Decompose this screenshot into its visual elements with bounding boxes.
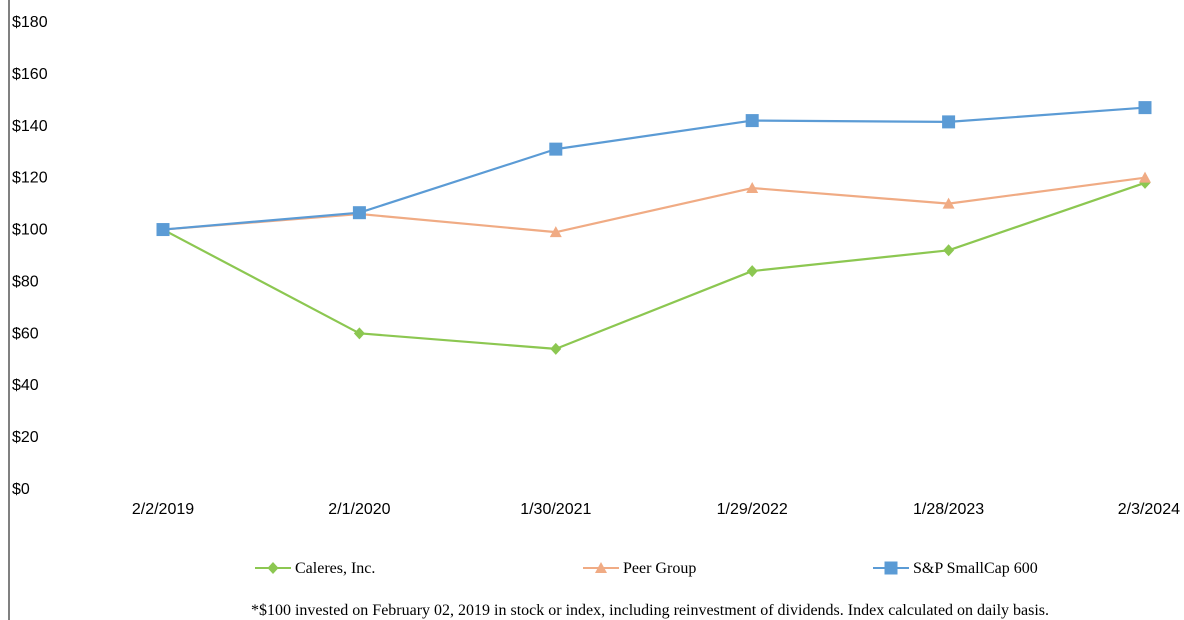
data-point-marker (352, 206, 366, 220)
y-tick-label: $40 (12, 377, 39, 394)
x-tick-label: 2/3/2024 (1118, 501, 1180, 518)
legend-label: Peer Group (623, 560, 696, 577)
legend-label: S&P SmallCap 600 (913, 560, 1038, 577)
data-point-marker (745, 114, 759, 128)
x-tick-label: 1/29/2022 (717, 501, 788, 518)
y-tick-label: $60 (12, 325, 39, 342)
data-point-marker (353, 327, 365, 340)
y-tick-label: $80 (12, 273, 39, 290)
x-tick-label: 1/28/2023 (913, 501, 984, 518)
data-point-marker (943, 244, 955, 257)
x-tick-label: 2/1/2020 (328, 501, 390, 518)
footnote: *$100 invested on February 02, 2019 in s… (251, 602, 1049, 619)
y-tick-label: $140 (12, 118, 48, 135)
legend-swatch-marker (595, 562, 607, 573)
legend-item: S&P SmallCap 600 (873, 560, 1038, 577)
legend-swatch-marker (884, 561, 898, 575)
series-line (162, 176, 1146, 234)
y-tick-label: $20 (12, 429, 39, 446)
y-tick-label: $120 (12, 170, 48, 187)
legend-item: Caleres, Inc. (255, 560, 375, 577)
y-tick-label: $180 (12, 14, 48, 31)
legend: Caleres, Inc. Peer Group S&P SmallCap 600 (255, 560, 1038, 577)
x-tick-label: 1/30/2021 (520, 501, 591, 518)
series-peer-group (157, 171, 1151, 238)
y-axis-ticks: $0 $20 $40 $60 $80 $100 $120 $140 $160 $180 (12, 14, 48, 498)
data-point-marker (156, 223, 170, 237)
y-tick-label: $100 (12, 222, 48, 239)
series-lines (156, 101, 1152, 355)
data-point-marker (550, 342, 562, 355)
x-axis-ticks: 2/2/2019 2/1/2020 1/30/2021 1/29/2022 1/28/2… (132, 501, 1180, 518)
legend-swatch-marker (267, 562, 279, 574)
data-point-marker (1139, 171, 1151, 183)
data-point-marker (942, 115, 956, 129)
series-line (162, 181, 1146, 350)
series-caleres-inc (157, 176, 1151, 355)
series-line (162, 106, 1146, 231)
y-tick-label: $160 (12, 66, 48, 83)
data-point-marker (549, 142, 563, 156)
legend-item: Peer Group (583, 560, 696, 577)
data-point-marker (942, 197, 955, 209)
data-point-marker (746, 182, 759, 194)
legend-label: Caleres, Inc. (295, 560, 375, 577)
x-tick-label: 2/2/2019 (132, 501, 194, 518)
data-point-marker (549, 226, 562, 238)
y-tick-label: $0 (12, 481, 30, 498)
data-point-marker (746, 265, 758, 278)
data-point-marker (1138, 101, 1152, 115)
series-s-p-smallcap-600 (156, 101, 1152, 237)
